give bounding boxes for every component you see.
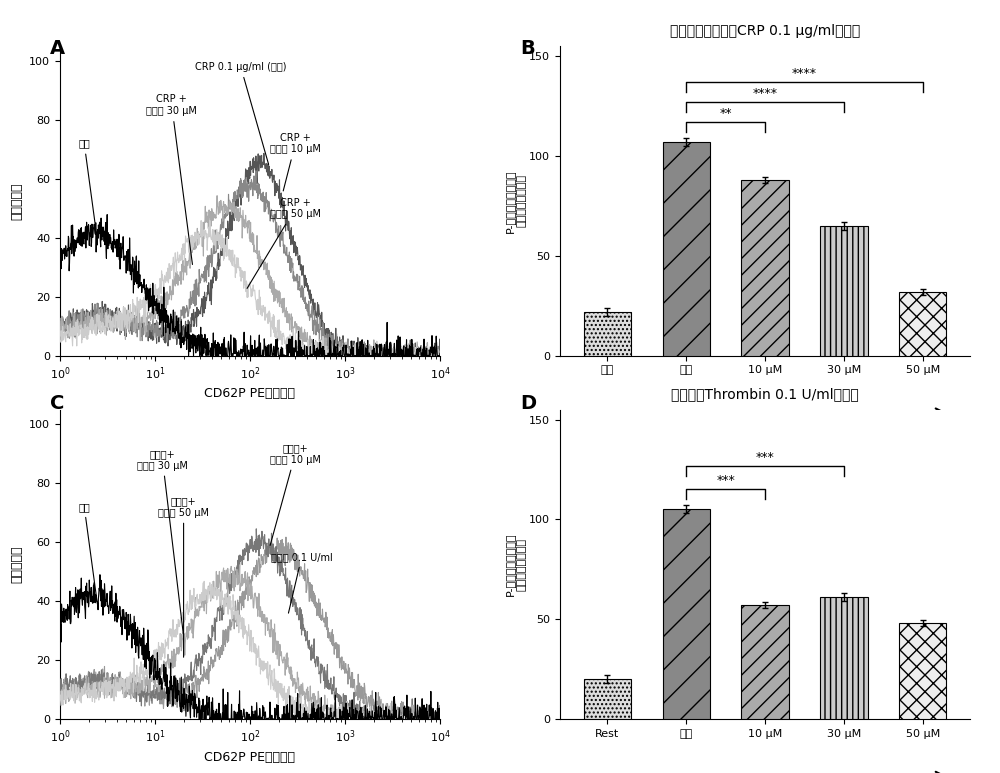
Bar	[820, 598, 868, 719]
Text: 凝血酶+
单宁酸 30 μM: 凝血酶+ 单宁酸 30 μM	[137, 449, 188, 634]
X-axis label: CD62P PE荧光强度: CD62P PE荧光强度	[205, 751, 296, 764]
Text: D: D	[520, 394, 536, 414]
Bar	[584, 679, 631, 719]
Text: B: B	[520, 39, 535, 58]
Text: **: **	[719, 107, 732, 120]
Text: 单宁酸浓度: 单宁酸浓度	[833, 436, 870, 449]
Text: CRP +
单宁酸 50 μM: CRP + 单宁酸 50 μM	[247, 198, 321, 288]
Bar	[899, 291, 946, 356]
X-axis label: CD62P PE荧光强度: CD62P PE荧光强度	[205, 387, 296, 400]
Text: CRP 0.1 μg/ml (对照): CRP 0.1 μg/ml (对照)	[195, 62, 287, 165]
Text: C: C	[50, 394, 64, 414]
Title: 胶原蛋白相关肽（CRP 0.1 μg/ml）刺激: 胶原蛋白相关肽（CRP 0.1 μg/ml）刺激	[670, 24, 860, 39]
Text: 凝血酶+
单宁酸 50 μM: 凝血酶+ 单宁酸 50 μM	[158, 496, 209, 657]
Text: 凝血酶 0.1 U/ml: 凝血酶 0.1 U/ml	[271, 552, 333, 613]
Text: ***: ***	[756, 451, 774, 464]
Text: ****: ****	[753, 87, 778, 100]
Text: ***: ***	[716, 475, 735, 488]
Bar	[820, 226, 868, 356]
Text: CRP +
单宁酸 10 μM: CRP + 单宁酸 10 μM	[270, 133, 321, 191]
Bar	[899, 623, 946, 719]
Bar	[584, 312, 631, 356]
Text: A: A	[50, 39, 65, 58]
Y-axis label: 血小板计数: 血小板计数	[11, 182, 24, 220]
Y-axis label: 血小板计数: 血小板计数	[11, 546, 24, 583]
Y-axis label: P-选择素阳性血小板
（平均荧光强度）: P-选择素阳性血小板 （平均荧光强度）	[505, 169, 526, 233]
Bar	[741, 605, 789, 719]
Bar	[662, 509, 710, 719]
Y-axis label: P-选择素阳性血小板
（平均荧光强度）: P-选择素阳性血小板 （平均荧光强度）	[505, 533, 526, 596]
Text: CRP +
单宁酸 30 μM: CRP + 单宁酸 30 μM	[146, 94, 197, 264]
Text: ****: ****	[792, 67, 817, 80]
Text: 静息: 静息	[78, 138, 97, 241]
Text: 凝血酶+
单宁酸 10 μM: 凝血酶+ 单宁酸 10 μM	[270, 443, 321, 546]
Bar	[741, 180, 789, 356]
Bar	[662, 142, 710, 356]
Title: 凝血酶（Thrombin 0.1 U/ml）刺激: 凝血酶（Thrombin 0.1 U/ml）刺激	[671, 387, 859, 402]
Text: 静息: 静息	[78, 502, 97, 604]
